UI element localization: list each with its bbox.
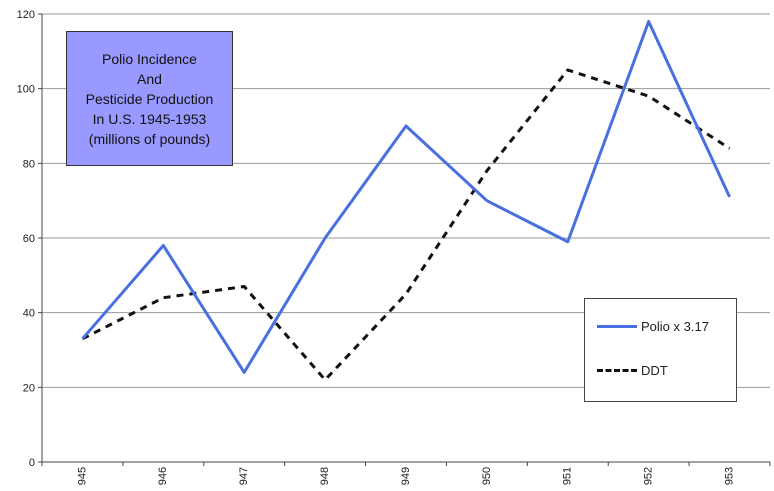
- title-line: Polio Incidence: [102, 50, 197, 67]
- y-tick-label: 0: [29, 457, 35, 469]
- series-lines: [81, 19, 731, 382]
- title-line: And: [137, 70, 162, 87]
- y-tick-label: 40: [23, 308, 35, 320]
- y-tick-label: 20: [23, 382, 35, 394]
- x-tick-label: 952: [643, 467, 655, 485]
- series-line-ddt: [81, 68, 731, 382]
- x-tick-label: 951: [562, 467, 574, 485]
- x-tick-label: 947: [238, 467, 250, 485]
- legend-label: DDT: [641, 363, 668, 378]
- x-tick-label: 946: [157, 467, 169, 485]
- legend-swatch-solid: [597, 325, 637, 328]
- x-tick-label: 948: [319, 467, 331, 485]
- x-tick-label: 945: [76, 467, 88, 485]
- y-tick-label: 60: [23, 233, 35, 245]
- y-tick-label: 120: [17, 9, 35, 21]
- legend-item-polio: Polio x 3.17: [597, 319, 709, 334]
- axes: [38, 13, 771, 466]
- title-line: In U.S. 1945-1953: [92, 110, 207, 127]
- chart-legend: Polio x 3.17 DDT: [584, 298, 737, 402]
- x-tick-label: 953: [723, 467, 735, 485]
- y-tick-label: 80: [23, 158, 35, 170]
- x-tick-label: 949: [400, 467, 412, 485]
- series-line-polio: [81, 19, 731, 374]
- title-line: (millions of pounds): [88, 130, 211, 147]
- chart-title-box: Polio Incidence And Pesticide Production…: [66, 31, 233, 166]
- x-axis-ticks: 945 946 947 948 949 950 951 952 953: [76, 467, 735, 485]
- y-axis-ticks: 0 20 40 60 80 100 120: [17, 9, 35, 469]
- legend-item-ddt: DDT: [597, 363, 668, 378]
- legend-label: Polio x 3.17: [641, 319, 709, 334]
- legend-swatch-dashed: [597, 369, 637, 372]
- y-tick-label: 100: [17, 84, 35, 96]
- x-tick-label: 950: [481, 467, 493, 485]
- title-line: Pesticide Production: [85, 90, 214, 107]
